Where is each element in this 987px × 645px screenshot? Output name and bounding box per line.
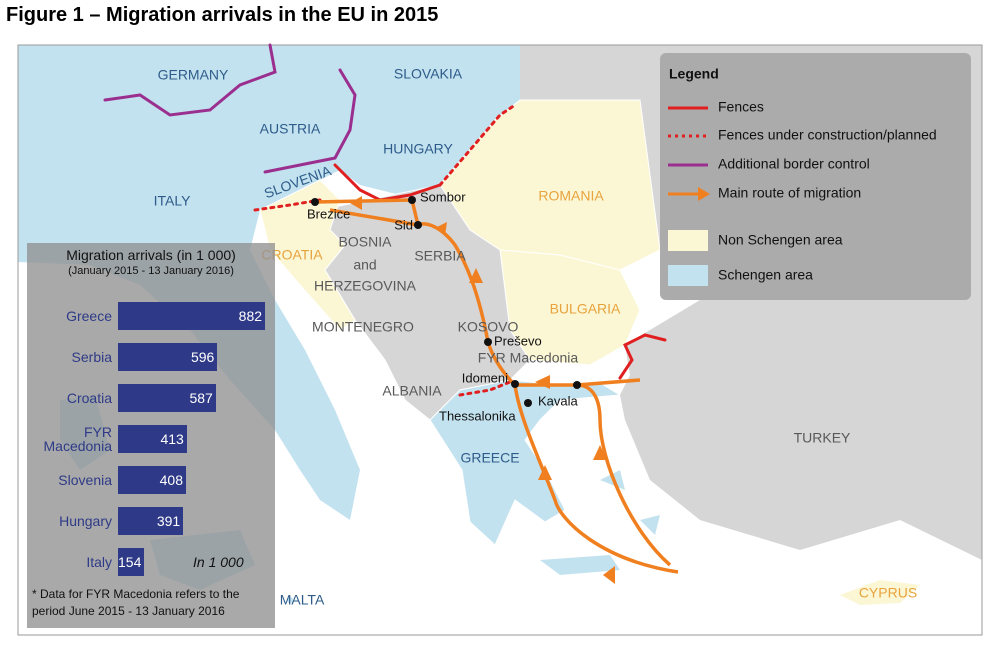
inset-chart: Migration arrivals (in 1 000) (January 2…	[27, 243, 275, 628]
country-label: and	[353, 257, 376, 273]
category-label: Croatia	[66, 390, 112, 406]
bar	[118, 466, 186, 494]
category-label: Italy	[86, 554, 112, 570]
country-label: AUSTRIA	[260, 121, 321, 137]
category-label: Serbia	[71, 349, 112, 365]
value-label: 882	[238, 308, 263, 324]
country-label: ITALY	[154, 193, 191, 209]
category-label: Greece	[66, 308, 112, 324]
legend-item: Fences	[718, 99, 764, 115]
legend-item: Main route of migration	[718, 185, 861, 201]
value-label: 413	[160, 431, 184, 447]
country-label: MALTA	[280, 592, 325, 608]
city-dot	[414, 221, 422, 229]
city-label: Preševo	[494, 333, 542, 348]
category-label: Slovenia	[58, 472, 112, 488]
legend-item: Non Schengen area	[718, 232, 843, 248]
country-label: HUNGARY	[383, 141, 453, 157]
value-label: 596	[190, 349, 215, 365]
legend-item: Schengen area	[718, 267, 813, 283]
city-label: Kavala	[538, 393, 579, 408]
city-dot	[484, 338, 492, 346]
city-dot	[524, 399, 532, 407]
country-label: GREECE	[460, 450, 519, 466]
value-label: 154	[118, 554, 142, 570]
country-label: BULGARIA	[550, 301, 621, 317]
bar	[118, 343, 218, 371]
route-arrows	[350, 196, 615, 584]
city-label: Sombor	[420, 189, 466, 204]
bar	[118, 507, 184, 535]
city-label: Idomeni	[462, 370, 508, 385]
country-label: MONTENEGRO	[312, 319, 414, 335]
country-label: SLOVAKIA	[394, 66, 463, 82]
city-dot	[573, 381, 581, 389]
value-label: 391	[156, 513, 181, 529]
category-label: FYR Macedonia	[43, 424, 113, 454]
chart-title: Migration arrivals (in 1 000)	[66, 247, 236, 263]
bar	[118, 548, 144, 576]
map-frame	[17, 44, 983, 636]
city-label: Thessalonika	[439, 408, 516, 423]
city-dot	[408, 196, 416, 204]
bar	[118, 302, 266, 330]
country-label: CROATIA	[261, 247, 323, 263]
legend-item: Fences under construction/planned	[718, 127, 937, 143]
city-dot	[311, 198, 319, 206]
country-label: ROMANIA	[538, 188, 604, 204]
figure-title: Figure 1 – Migration arrivals in the EU …	[6, 4, 439, 26]
footnote: * Data for FYR Macedonia refers to the p…	[32, 587, 240, 618]
country-label: KOSOVO	[458, 319, 519, 335]
city-label: Brezice	[307, 206, 350, 221]
value-label: 587	[189, 390, 213, 406]
legend-title: Legend	[669, 66, 719, 82]
bar	[118, 425, 187, 453]
value-label: 408	[159, 472, 183, 488]
country-label: SERBIA	[414, 248, 466, 264]
chart-subtitle: (January 2015 - 13 January 2016)	[68, 265, 234, 277]
country-label: GERMANY	[158, 67, 229, 83]
legend: Legend Fences Fences under construction/…	[660, 53, 971, 300]
category-label: Hungary	[59, 513, 112, 529]
country-label: FYR Macedonia	[478, 350, 579, 366]
city-dot	[511, 380, 519, 388]
legend-item: Additional border control	[718, 156, 870, 172]
country-label: TURKEY	[794, 430, 851, 446]
city-label: Sid	[394, 217, 413, 232]
unit-note: In 1 000	[193, 554, 244, 570]
bar	[118, 384, 216, 412]
country-label: BOSNIA	[339, 234, 393, 250]
country-label: ALBANIA	[382, 383, 442, 399]
country-label: HERZEGOVINA	[314, 278, 417, 294]
country-label: CYPRUS	[859, 585, 917, 601]
